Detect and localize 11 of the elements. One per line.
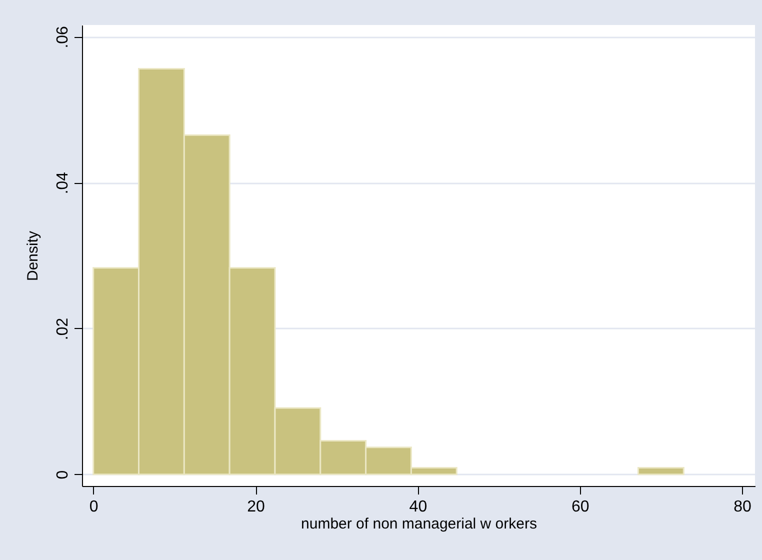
y-tick-label: .04 — [54, 172, 72, 194]
x-tick-label: 0 — [89, 498, 98, 516]
y-axis-title: Density — [24, 230, 42, 282]
y-tick-label: 0 — [54, 470, 72, 480]
x-tick-label: 20 — [247, 498, 266, 516]
x-axis-title: number of non managerial w orkers — [301, 516, 537, 532]
y-tick-label: .06 — [54, 26, 72, 48]
x-tick-label: 40 — [409, 498, 428, 516]
x-tick-label: 80 — [734, 498, 752, 516]
y-tick-label: .02 — [54, 318, 72, 340]
x-tick-label: 60 — [571, 498, 590, 516]
